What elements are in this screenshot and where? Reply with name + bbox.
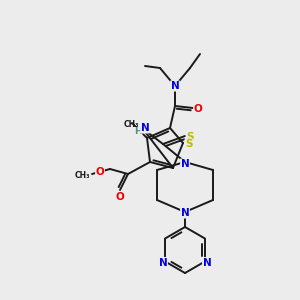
- Text: N: N: [181, 208, 189, 218]
- Text: O: O: [96, 167, 104, 177]
- Text: O: O: [116, 192, 124, 202]
- Text: N: N: [171, 81, 179, 91]
- Text: N: N: [202, 257, 211, 268]
- Text: H: H: [134, 128, 142, 136]
- Text: S: S: [186, 132, 194, 142]
- Text: CH₃: CH₃: [123, 120, 139, 129]
- Text: N: N: [181, 159, 189, 169]
- Text: N: N: [159, 257, 167, 268]
- Text: N: N: [141, 123, 149, 133]
- Text: CH₃: CH₃: [74, 170, 90, 179]
- Text: O: O: [194, 104, 202, 114]
- Text: S: S: [185, 139, 193, 149]
